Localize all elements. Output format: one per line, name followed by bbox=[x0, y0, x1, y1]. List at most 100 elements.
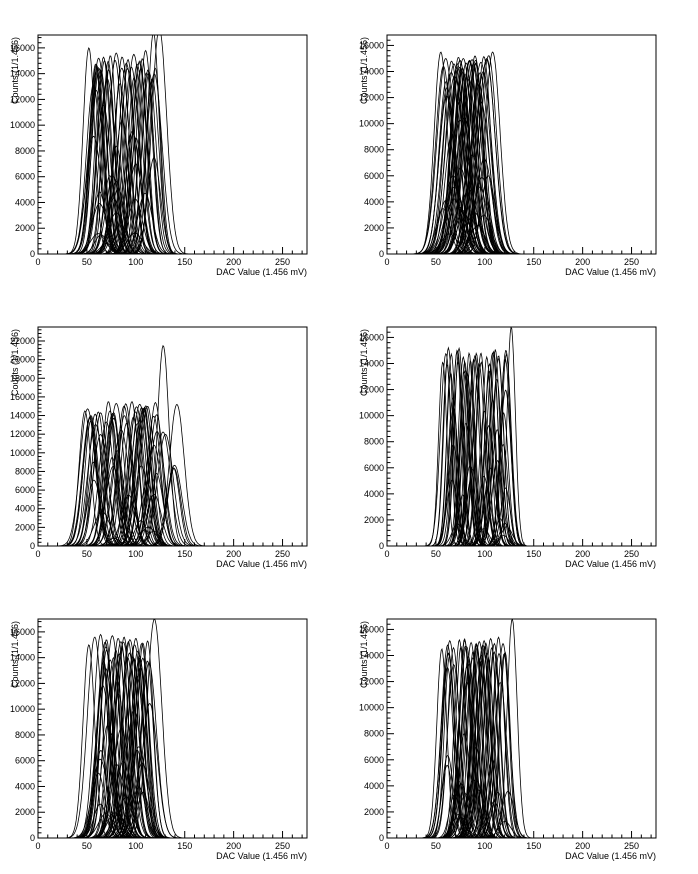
y-tick-label: 12000 bbox=[359, 385, 384, 395]
series-curve bbox=[86, 656, 141, 838]
series-curve bbox=[83, 176, 142, 254]
x-tick-label: 200 bbox=[575, 257, 590, 267]
y-tick-label: 18000 bbox=[10, 373, 35, 383]
series-curve bbox=[433, 188, 505, 254]
y-tick-label: 2000 bbox=[364, 223, 384, 233]
series-curve bbox=[87, 456, 137, 546]
curves bbox=[419, 619, 533, 838]
series-curve bbox=[483, 412, 524, 546]
y-tick-label: 10000 bbox=[10, 448, 35, 458]
y-tick-label: 10000 bbox=[10, 120, 35, 130]
x-axis-title: DAC Value (1.456 mV) bbox=[216, 559, 307, 569]
series-curve bbox=[467, 658, 510, 838]
x-tick-label: 0 bbox=[35, 549, 40, 559]
series-curve bbox=[469, 362, 510, 546]
series-curve bbox=[422, 133, 481, 254]
series-curve bbox=[443, 666, 490, 838]
curves bbox=[55, 344, 208, 546]
series-curve bbox=[94, 62, 159, 254]
x-tick-label: 50 bbox=[431, 549, 441, 559]
x-tick-label: 150 bbox=[177, 257, 192, 267]
series-curve bbox=[112, 68, 169, 254]
series-curve bbox=[441, 793, 489, 838]
y-tick-label: 0 bbox=[379, 249, 384, 259]
series-curve bbox=[464, 637, 517, 838]
y-tick-label: 6000 bbox=[364, 171, 384, 181]
y-tick-label: 6000 bbox=[364, 463, 384, 473]
series-curve bbox=[113, 666, 168, 838]
y-axis-title: Counts (1/1.456) bbox=[359, 621, 369, 688]
histogram-panel-3: 0 50 100 150 200 250 0 2000 4000 6000 8000 10000 120… bbox=[10, 326, 308, 569]
series-curve bbox=[86, 411, 141, 546]
series-curve bbox=[82, 659, 139, 838]
series-curve bbox=[119, 72, 178, 254]
series-curve bbox=[447, 372, 488, 546]
plot-frame bbox=[37, 34, 308, 255]
series-curve bbox=[428, 57, 489, 254]
y-tick-label: 12000 bbox=[10, 678, 35, 688]
series-curve bbox=[59, 417, 120, 546]
series-curve bbox=[110, 411, 161, 546]
x-tick-label: 150 bbox=[526, 549, 541, 559]
x-tick-label: 150 bbox=[526, 257, 541, 267]
series-curve bbox=[92, 56, 151, 254]
series-curve bbox=[63, 636, 126, 838]
series-curve bbox=[438, 349, 475, 546]
y-tick-label: 14000 bbox=[359, 651, 384, 661]
x-tick-label: 0 bbox=[384, 549, 389, 559]
plot-frame bbox=[386, 618, 657, 839]
series-curve bbox=[429, 363, 464, 546]
y-tick-label: 16000 bbox=[10, 43, 35, 53]
series-curve bbox=[463, 475, 505, 546]
series-curve bbox=[424, 754, 471, 838]
y-tick-label: 14000 bbox=[359, 67, 384, 77]
x-tick-label: 150 bbox=[526, 841, 541, 851]
series-curve bbox=[97, 796, 155, 838]
y-tick-label: 8000 bbox=[364, 145, 384, 155]
series-curve bbox=[473, 429, 521, 546]
series-curve bbox=[461, 361, 502, 546]
y-tick-label: 10000 bbox=[10, 704, 35, 714]
x-axis-title: DAC Value (1.456 mV) bbox=[216, 267, 307, 277]
curves bbox=[422, 327, 530, 546]
y-tick-label: 12000 bbox=[10, 94, 35, 104]
x-tick-label: 0 bbox=[384, 257, 389, 267]
series-curve bbox=[454, 55, 513, 254]
series-curve bbox=[123, 69, 172, 254]
series-curve bbox=[414, 87, 479, 254]
series-curve bbox=[65, 479, 122, 546]
y-axis-title: Counts (1/1.456) bbox=[10, 37, 20, 104]
x-tick-label: 100 bbox=[128, 841, 143, 851]
series-curve bbox=[451, 640, 508, 838]
series-curve bbox=[433, 372, 468, 546]
y-axis-title: Counts (1/1.456) bbox=[359, 329, 369, 396]
series-curve bbox=[470, 646, 513, 838]
x-tick-label: 200 bbox=[226, 257, 241, 267]
series-curve bbox=[99, 67, 156, 254]
curves bbox=[410, 51, 524, 254]
series-curve bbox=[443, 59, 508, 254]
series-curve bbox=[130, 67, 180, 254]
y-tick-label: 8000 bbox=[15, 466, 35, 476]
y-tick-label: 6000 bbox=[15, 485, 35, 495]
series-curve bbox=[89, 641, 152, 838]
series-curve bbox=[439, 346, 478, 546]
series-curve bbox=[437, 638, 481, 838]
x-tick-label: 250 bbox=[275, 549, 290, 559]
x-tick-label: 200 bbox=[575, 841, 590, 851]
series-curve bbox=[450, 176, 513, 254]
series-curve bbox=[148, 467, 199, 546]
y-tick-label: 6000 bbox=[364, 755, 384, 765]
y-tick-label: 8000 bbox=[15, 146, 35, 156]
y-tick-label: 12000 bbox=[10, 429, 35, 439]
y-axis-title: Counts (1/1.456) bbox=[10, 621, 20, 688]
y-tick-label: 8000 bbox=[364, 729, 384, 739]
x-tick-label: 250 bbox=[275, 257, 290, 267]
x-axis-title: DAC Value (1.456 mV) bbox=[565, 267, 656, 277]
series-curve bbox=[91, 649, 140, 838]
series-curve bbox=[61, 135, 126, 254]
series-curve bbox=[87, 733, 136, 838]
y-tick-label: 20000 bbox=[10, 355, 35, 365]
x-tick-label: 50 bbox=[82, 257, 92, 267]
y-tick-label: 16000 bbox=[359, 40, 384, 50]
